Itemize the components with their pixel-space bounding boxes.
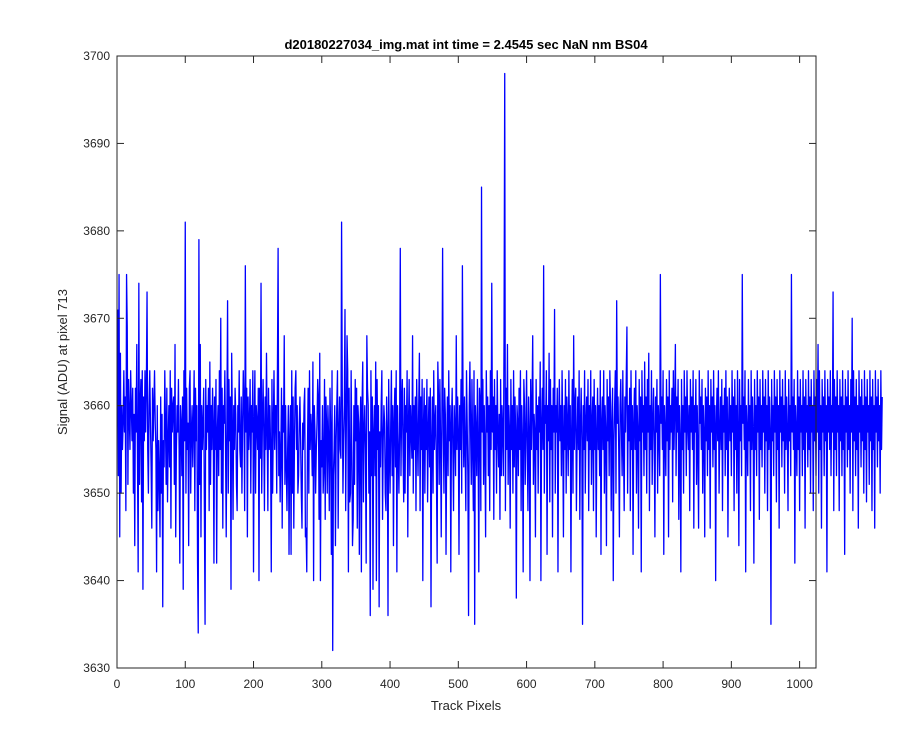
chart-title: d20180227034_img.mat int time = 2.4545 s… (284, 37, 648, 52)
plot-frame (116, 55, 817, 669)
x-tick-label: 800 (653, 677, 673, 691)
x-tick-label: 900 (721, 677, 741, 691)
y-tick-label: 3650 (83, 486, 110, 500)
x-tick-label: 1000 (786, 677, 813, 691)
y-tick-label: 3660 (83, 399, 110, 413)
x-tick-label: 400 (380, 677, 400, 691)
x-axis-label: Track Pixels (431, 698, 502, 713)
x-tick-label: 0 (114, 677, 121, 691)
x-tick-label: 200 (244, 677, 264, 691)
y-tick-label: 3680 (83, 224, 110, 238)
x-tick-label: 500 (448, 677, 468, 691)
y-tick-label: 3630 (83, 661, 110, 675)
y-tick-label: 3640 (83, 574, 110, 588)
y-axis-label: Signal (ADU) at pixel 713 (55, 289, 70, 435)
y-tick-label: 3690 (83, 136, 110, 150)
y-tick-label: 3700 (83, 49, 110, 63)
x-tick-label: 300 (312, 677, 332, 691)
series-line-0 (117, 72, 883, 652)
x-tick-label: 700 (585, 677, 605, 691)
y-axis: 3630 3640 3650 3660 3670 3680 3690 3700 (83, 49, 816, 675)
plot-background (117, 56, 816, 668)
x-tick-label: 100 (175, 677, 195, 691)
x-tick-label: 600 (517, 677, 537, 691)
y-tick-label: 3670 (83, 311, 110, 325)
x-axis: 0 100 200 300 400 500 600 700 800 900 1000 (114, 56, 813, 691)
series-layer (117, 72, 883, 652)
